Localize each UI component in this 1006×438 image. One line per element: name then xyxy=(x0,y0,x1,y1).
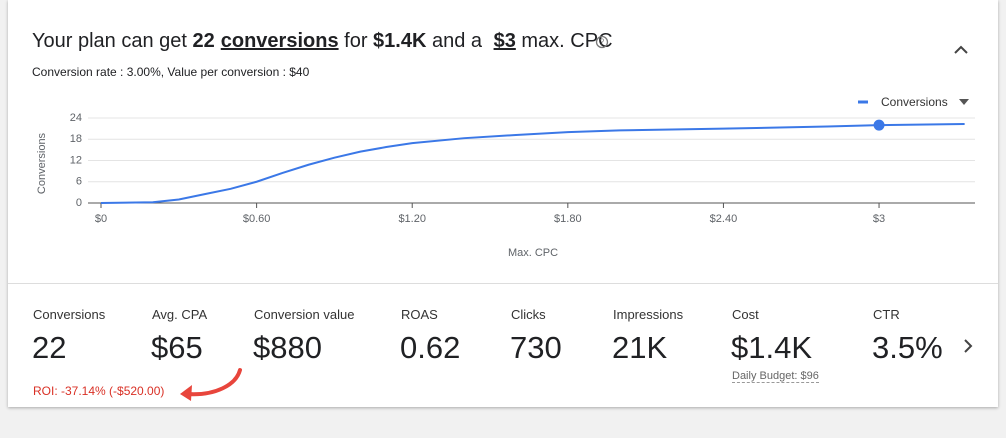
metric-value: 22 xyxy=(32,330,67,365)
next-button[interactable] xyxy=(964,339,973,353)
title-part: for xyxy=(338,30,374,52)
metric-label: Conversions xyxy=(33,307,106,322)
daily-budget: Daily Budget: $96 xyxy=(732,370,819,383)
subtitle: Conversion rate : 3.00%, Value per conve… xyxy=(32,65,310,79)
y-tick-label: 0 xyxy=(76,197,82,209)
metric-value: 730 xyxy=(510,330,562,365)
title-part: 22 xyxy=(192,30,215,52)
annotation-arrowhead xyxy=(180,385,192,401)
metric-value: 21K xyxy=(612,330,668,365)
divider xyxy=(8,283,998,284)
highlight-point xyxy=(873,119,885,131)
help-icon-mark: ? xyxy=(600,38,605,47)
metric-label: Avg. CPA xyxy=(152,307,208,322)
annotation-arrow xyxy=(185,368,242,397)
title-part: $3 xyxy=(493,30,516,52)
x-tick-label: $2.40 xyxy=(710,213,738,225)
metric-value: 0.62 xyxy=(400,330,461,365)
x-tick-label: $0.60 xyxy=(243,213,271,225)
legend-label[interactable]: Conversions xyxy=(881,95,948,109)
help-icon[interactable] xyxy=(595,35,609,49)
metric-value: 3.5% xyxy=(872,330,943,365)
metric-label: ROAS xyxy=(401,307,438,322)
y-tick-label: 12 xyxy=(70,154,82,166)
metric-label: Impressions xyxy=(613,307,684,322)
y-axis-label: Conversions xyxy=(36,132,48,194)
metric-value: $1.4K xyxy=(731,330,813,365)
line xyxy=(100,123,965,204)
metric-label: CTR xyxy=(873,307,900,322)
title-part: and a xyxy=(426,30,488,52)
x-tick-label: $0 xyxy=(95,213,107,225)
title-part: conversions xyxy=(220,30,339,52)
y-tick-label: 6 xyxy=(76,176,82,188)
x-tick-label: $1.20 xyxy=(398,213,426,225)
x-axis-label: Max. CPC xyxy=(508,247,558,259)
metric-value: $65 xyxy=(151,330,203,365)
metric-label: Clicks xyxy=(511,307,546,322)
title: Your plan can get 22 conversions for $1.4… xyxy=(32,30,613,53)
metric-value: $880 xyxy=(253,330,322,365)
x-tick-label: $3 xyxy=(873,213,885,225)
legend-dropdown[interactable] xyxy=(959,99,969,105)
y-tick-label: 18 xyxy=(70,133,82,145)
title-part: $1.4K xyxy=(373,30,427,52)
x-tick-label: $1.80 xyxy=(554,213,582,225)
metric-label: Conversion value xyxy=(254,307,355,322)
collapse-button[interactable] xyxy=(954,45,968,54)
y-tick-label: 24 xyxy=(70,112,82,124)
roi-note: ROI: -37.14% (-$520.00) xyxy=(33,384,165,398)
title-part: Your plan can get xyxy=(32,30,193,52)
title-part: max. CPC xyxy=(515,30,613,52)
metric-label: Cost xyxy=(732,307,759,322)
